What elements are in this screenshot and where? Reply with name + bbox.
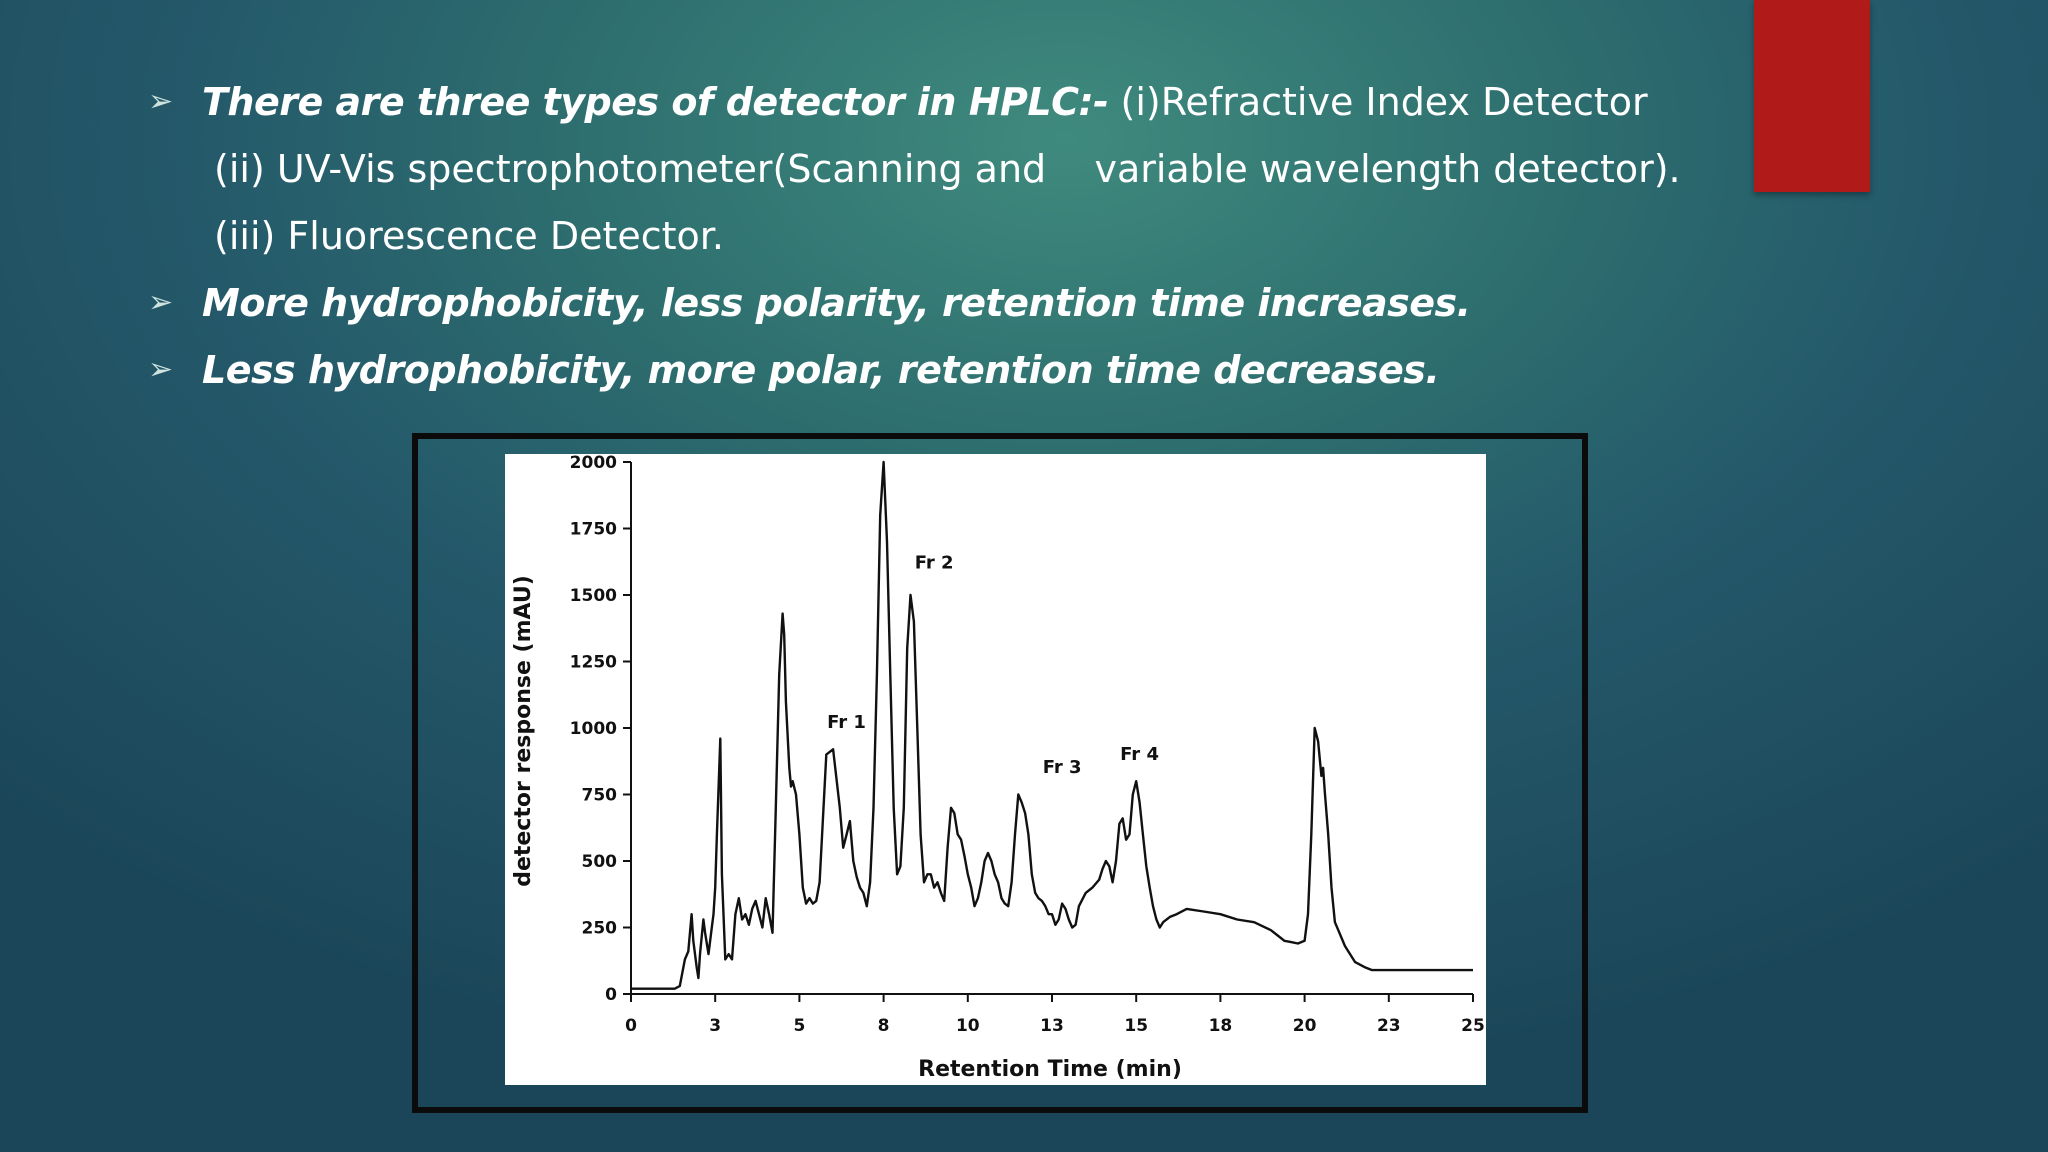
- x-tick-label: 0: [625, 1016, 637, 1036]
- x-tick-label: 5: [793, 1016, 805, 1036]
- y-tick-label: 2000: [570, 454, 617, 473]
- fraction-label: Fr 4: [1120, 744, 1159, 765]
- x-tick-label: 13: [1040, 1016, 1064, 1036]
- y-tick-label: 1500: [570, 586, 617, 606]
- hplc-chromatogram-chart: 0 250 500 750 1000 1250 1500 1750 2000 0 3 5 8 10 13 1…: [505, 454, 1486, 1085]
- bullet-item-hydrophobicity-more: ➢ More hydrophobicity, less polarity, re…: [148, 273, 1471, 333]
- fraction-labels: Fr 1 Fr 2 Fr 3 Fr 4: [827, 552, 1159, 778]
- bullet-item-detectors: ➢ There are three types of detector in H…: [148, 72, 1648, 132]
- x-tick-label: 25: [1461, 1016, 1485, 1036]
- bullet-bold-text: More hydrophobicity, less polarity, rete…: [202, 281, 1471, 325]
- y-tick-label: 500: [582, 852, 618, 872]
- bullet-plain-text: (i)Refractive Index Detector: [1108, 80, 1648, 124]
- x-tick-label: 18: [1209, 1016, 1233, 1036]
- subline-text: (iii) Fluorescence Detector.: [214, 214, 724, 258]
- fraction-label: Fr 1: [827, 712, 866, 733]
- y-axis-label: detector response (mAU): [511, 575, 536, 887]
- arrow-bullet-icon: ➢: [148, 352, 174, 387]
- chart-frame: [412, 433, 1588, 1113]
- accent-rectangle: [1754, 0, 1870, 192]
- arrow-bullet-icon: ➢: [148, 285, 174, 320]
- arrow-bullet-icon: ➢: [148, 84, 174, 119]
- x-tick-label: 20: [1293, 1016, 1317, 1036]
- bullet-subline-fluorescence: (iii) Fluorescence Detector.: [214, 206, 724, 266]
- x-tick-label: 10: [956, 1016, 980, 1036]
- y-tick-label: 1250: [570, 653, 617, 673]
- x-axis-ticks: 0 3 5 8 10 13 15 18 20 23 25: [625, 994, 1485, 1036]
- chromatogram-trace: [631, 460, 1473, 990]
- x-axis-label: Retention Time (min): [918, 1057, 1182, 1082]
- bullet-item-hydrophobicity-less: ➢ Less hydrophobicity, more polar, reten…: [148, 340, 1440, 400]
- fraction-label: Fr 2: [915, 552, 954, 573]
- fraction-label: Fr 3: [1043, 757, 1082, 778]
- chart-background: [505, 454, 1486, 1085]
- bullet-subline-uv-vis: (ii) UV-Vis spectrophotometer(Scanning a…: [214, 139, 1681, 199]
- x-tick-label: 3: [709, 1016, 721, 1036]
- subline-text: (ii) UV-Vis spectrophotometer(Scanning a…: [214, 147, 1681, 191]
- y-tick-label: 1000: [570, 719, 617, 739]
- y-tick-label: 750: [582, 786, 618, 806]
- y-tick-label: 1750: [570, 520, 617, 540]
- y-tick-label: 0: [605, 985, 617, 1005]
- x-tick-label: 15: [1124, 1016, 1148, 1036]
- bullet-bold-text: There are three types of detector in HPL…: [202, 80, 1109, 124]
- x-tick-label: 8: [878, 1016, 890, 1036]
- x-tick-label: 23: [1377, 1016, 1401, 1036]
- bullet-bold-text: Less hydrophobicity, more polar, retenti…: [202, 348, 1440, 392]
- y-tick-label: 250: [582, 919, 618, 939]
- y-axis-ticks: 0 250 500 750 1000 1250 1500 1750 2000: [570, 454, 631, 1005]
